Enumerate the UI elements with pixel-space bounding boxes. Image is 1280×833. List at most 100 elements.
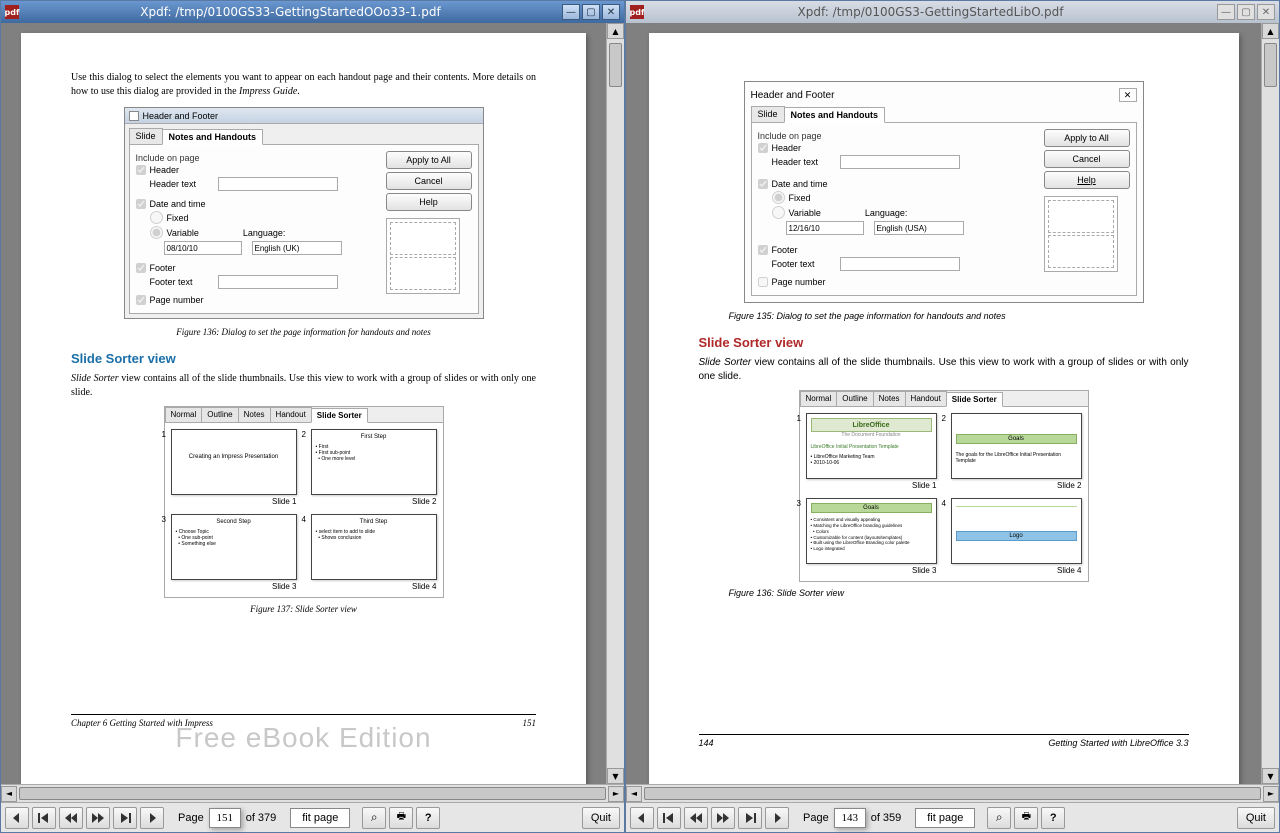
tab-notes-handouts: Notes and Handouts [784, 107, 886, 123]
app-icon: pdf [630, 5, 644, 19]
zoom-input[interactable] [915, 808, 975, 828]
header-footer-dialog-figure: Header and Footer Slide Notes and Handou… [124, 107, 484, 319]
scrollbar-thumb[interactable] [609, 43, 622, 87]
apply-to-all-button: Apply to All [1044, 129, 1130, 147]
hscrollbar-thumb[interactable] [644, 787, 1261, 800]
maximize-button[interactable]: ▢ [1237, 4, 1255, 20]
scroll-down-button[interactable]: ▼ [607, 768, 624, 784]
xpdf-window-left: pdf Xpdf: /tmp/0100GS33-GettingStartedOO… [0, 0, 625, 833]
dialog-title: Header and Footer [143, 111, 219, 121]
toolbar-right: Page of 359 ⌕ 🖶 ? Quit [626, 802, 1279, 832]
scroll-down-button[interactable]: ▼ [1262, 768, 1279, 784]
slide-sorter-figure: Normal Outline Notes Handout Slide Sorte… [799, 390, 1089, 582]
nav-prev-page-button[interactable] [59, 807, 83, 829]
window-title: Xpdf: /tmp/0100GS33-GettingStartedOOo33-… [25, 5, 556, 19]
viewer-left: Use this dialog to select the elements y… [1, 23, 624, 784]
vertical-scrollbar[interactable]: ▲ ▼ [1261, 23, 1279, 784]
footer-text-field [840, 257, 960, 271]
quit-button[interactable]: Quit [582, 807, 620, 829]
toolbar-left: Page of 379 ⌕ 🖶 ? Quit [1, 802, 624, 832]
minimize-button[interactable]: — [1217, 4, 1235, 20]
scrollbar-thumb[interactable] [1264, 43, 1277, 87]
scroll-left-button[interactable]: ◄ [1, 786, 17, 802]
horizontal-scrollbar[interactable]: ◄ ► [626, 784, 1279, 802]
page-footer: 144 Getting Started with LibreOffice 3.3 [699, 734, 1189, 748]
section-body: Slide Sorter view contains all of the sl… [699, 356, 1189, 384]
hscrollbar-thumb[interactable] [19, 787, 606, 800]
page-number-input[interactable] [834, 808, 866, 828]
nav-prev-page-button[interactable] [684, 807, 708, 829]
section-body: Slide Sorter view contains all of the sl… [71, 372, 536, 400]
nav-next-page-button[interactable] [711, 807, 735, 829]
help-button: Help [386, 193, 472, 211]
nav-last-button[interactable] [738, 807, 762, 829]
apply-to-all-button: Apply to All [386, 151, 472, 169]
watermark: Free eBook Edition [21, 722, 586, 754]
dialog-titlebar: Header and Footer [125, 108, 483, 124]
section-heading: Slide Sorter view [71, 351, 536, 366]
page-total: of 359 [869, 812, 904, 824]
slide-sorter-figure: Normal Outline Notes Handout Slide Sorte… [164, 406, 444, 598]
nav-next-page-button[interactable] [86, 807, 110, 829]
find-button[interactable]: ⌕ [362, 807, 386, 829]
help-button: Help [1044, 171, 1130, 189]
tab-notes-handouts: Notes and Handouts [162, 129, 264, 145]
language-field: English (UK) [252, 241, 342, 255]
close-button[interactable]: ✕ [1257, 4, 1275, 20]
titlebar-left[interactable]: pdf Xpdf: /tmp/0100GS33-GettingStartedOO… [1, 1, 624, 23]
close-button[interactable]: ✕ [602, 4, 620, 20]
nav-back-button[interactable] [630, 807, 654, 829]
footer-text-field [218, 275, 338, 289]
nav-forward-button[interactable] [140, 807, 164, 829]
horizontal-scrollbar[interactable]: ◄ ► [1, 784, 624, 802]
figure-caption: Figure 136: Slide Sorter view [699, 588, 1189, 598]
nav-forward-button[interactable] [765, 807, 789, 829]
nav-last-button[interactable] [113, 807, 137, 829]
pdf-page: Use this dialog to select the elements y… [21, 33, 586, 784]
figure-caption: Figure 137: Slide Sorter view [71, 604, 536, 614]
cancel-button: Cancel [1044, 150, 1130, 168]
section-heading: Slide Sorter view [699, 335, 1189, 350]
scroll-right-button[interactable]: ► [608, 786, 624, 802]
pdf-page: Header and Footer ✕ Slide Notes and Hand… [649, 33, 1239, 784]
scroll-left-button[interactable]: ◄ [626, 786, 642, 802]
intro-text: Use this dialog to select the elements y… [71, 71, 536, 99]
about-button[interactable]: ? [416, 807, 440, 829]
header-text-field [218, 177, 338, 191]
page-number-input[interactable] [209, 808, 241, 828]
header-footer-dialog-figure: Header and Footer ✕ Slide Notes and Hand… [744, 81, 1144, 303]
nav-back-button[interactable] [5, 807, 29, 829]
scroll-up-button[interactable]: ▲ [607, 23, 624, 39]
nav-first-button[interactable] [32, 807, 56, 829]
titlebar-right[interactable]: pdf Xpdf: /tmp/0100GS3-GettingStartedLib… [626, 1, 1279, 23]
window-title: Xpdf: /tmp/0100GS3-GettingStartedLibO.pd… [650, 5, 1211, 19]
date-field: 12/16/10 [786, 221, 864, 235]
nav-first-button[interactable] [657, 807, 681, 829]
viewer-right: Header and Footer ✕ Slide Notes and Hand… [626, 23, 1279, 784]
header-text-field [840, 155, 960, 169]
page-area[interactable]: Header and Footer ✕ Slide Notes and Hand… [626, 23, 1261, 784]
vertical-scrollbar[interactable]: ▲ ▼ [606, 23, 624, 784]
close-icon: ✕ [1119, 88, 1137, 102]
language-field: English (USA) [874, 221, 964, 235]
maximize-button[interactable]: ▢ [582, 4, 600, 20]
about-button[interactable]: ? [1041, 807, 1065, 829]
quit-button[interactable]: Quit [1237, 807, 1275, 829]
tab-slide: Slide [751, 106, 785, 122]
figure-caption: Figure 135: Dialog to set the page infor… [699, 311, 1189, 321]
minimize-button[interactable]: — [562, 4, 580, 20]
app-icon: pdf [5, 5, 19, 19]
page-label: Page [176, 812, 206, 824]
print-button[interactable]: 🖶 [1014, 807, 1038, 829]
scroll-up-button[interactable]: ▲ [1262, 23, 1279, 39]
scroll-right-button[interactable]: ► [1263, 786, 1279, 802]
dialog-preview [1044, 196, 1118, 272]
figure-caption: Figure 136: Dialog to set the page infor… [71, 327, 536, 337]
find-button[interactable]: ⌕ [987, 807, 1011, 829]
page-area[interactable]: Use this dialog to select the elements y… [1, 23, 606, 784]
print-button[interactable]: 🖶 [389, 807, 413, 829]
page-label: Page [801, 812, 831, 824]
cancel-button: Cancel [386, 172, 472, 190]
dialog-preview [386, 218, 460, 294]
zoom-input[interactable] [290, 808, 350, 828]
